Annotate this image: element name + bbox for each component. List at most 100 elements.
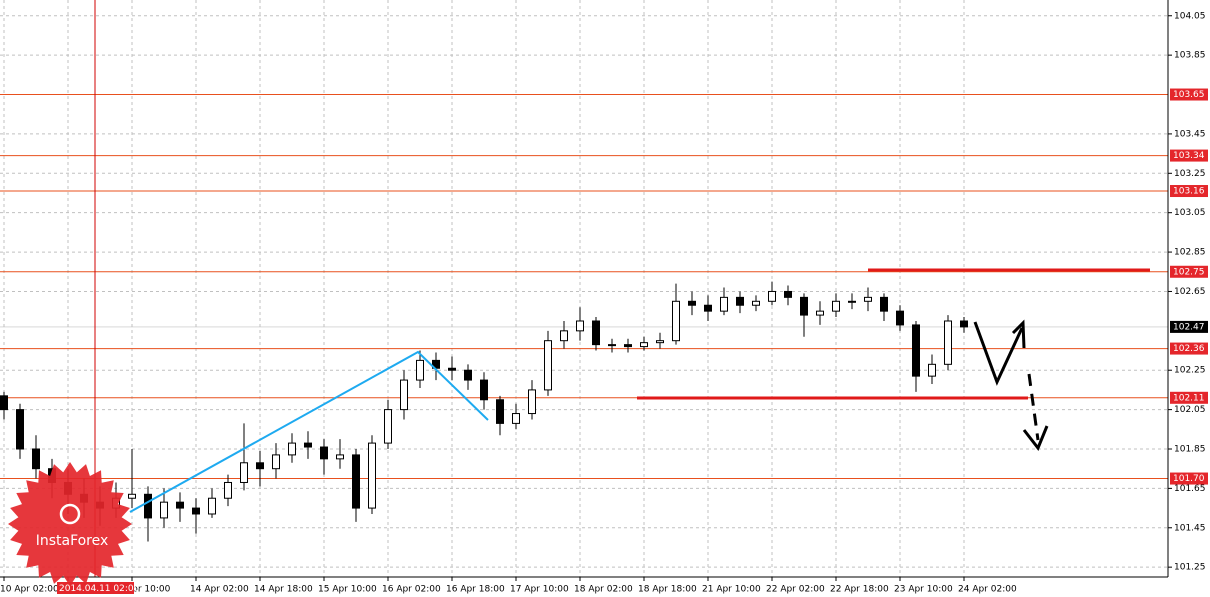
candle-body (320, 446, 328, 460)
x-tick-label: 10 Apr 02:00 (0, 585, 59, 595)
level-label: 103.16 (1173, 187, 1205, 197)
candle-body (912, 324, 920, 377)
x-tick-label: 23 Apr 10:00 (894, 585, 953, 595)
watermark-text: InstaForex (36, 533, 109, 549)
grid-layer (0, 0, 1168, 577)
candle-body (272, 454, 280, 470)
candle-body (528, 389, 536, 415)
x-tick-label: Apr 10:00 (126, 585, 171, 595)
y-tick-label: 101.45 (1174, 523, 1206, 533)
candle-body (448, 367, 456, 371)
candle-body (816, 310, 824, 316)
y-tick-label: 101.25 (1174, 563, 1206, 573)
y-tick-label: 104.05 (1174, 11, 1206, 21)
axis-layer: 101.25 101.45 101.65 101.85 102.05 102.25 102.… (0, 11, 1208, 595)
level-label-box (1170, 88, 1208, 101)
drawings (94, 0, 1150, 577)
candle-body (288, 442, 296, 456)
candle-body (240, 462, 248, 483)
candle-body (16, 409, 24, 450)
x-tick-label: 14 Apr 18:00 (254, 585, 313, 595)
candle-body (560, 330, 568, 342)
candle-body (496, 399, 504, 424)
current-price-box (1170, 320, 1208, 333)
x-tick-label: 22 Apr 18:00 (830, 585, 889, 595)
candle-body (832, 300, 840, 312)
level-label: 102.11 (1173, 393, 1205, 403)
candle-body (384, 409, 392, 444)
candle-body (752, 300, 760, 306)
level-label: 101.70 (1173, 474, 1205, 484)
y-tick-label: 102.05 (1174, 405, 1206, 415)
y-tick-label: 102.85 (1174, 248, 1206, 258)
candle-body (848, 300, 856, 303)
candle-body (576, 320, 584, 332)
x-tick-label: 14 Apr 02:00 (190, 585, 249, 595)
x-tick-label: 22 Apr 02:00 (766, 585, 825, 595)
candle-body (768, 290, 776, 302)
candle-body (352, 454, 360, 509)
x-tick-label: 16 Apr 02:00 (382, 585, 441, 595)
candle-body (208, 497, 216, 515)
candle-body (688, 300, 696, 306)
level-label: 102.36 (1173, 344, 1205, 354)
candle-body (464, 369, 472, 381)
y-tick-label: 103.85 (1174, 51, 1206, 61)
candle-body (720, 296, 728, 312)
candle-body (416, 359, 424, 381)
candle-body (800, 296, 808, 316)
y-tick-label: 102.25 (1174, 366, 1206, 376)
y-tick-label: 102.65 (1174, 287, 1206, 297)
candle-body (544, 340, 552, 391)
crosshair-label: 2014.04.11 02:00 (59, 584, 140, 594)
candle-body (32, 448, 40, 470)
logo-icon (59, 503, 81, 525)
level-label-box (1170, 391, 1208, 404)
candle-body (512, 413, 520, 424)
candle-body (640, 342, 648, 348)
candle-body (256, 462, 264, 470)
forecast-arrow (973, 321, 1024, 386)
level-label-box (1170, 149, 1208, 162)
y-tick-label: 101.65 (1174, 484, 1206, 494)
level-label-box (1170, 265, 1208, 278)
arrow-head (1022, 425, 1049, 451)
candle-body (784, 290, 792, 298)
level-label-box (1170, 342, 1208, 355)
current-price-label: 102.47 (1173, 322, 1205, 332)
candle-body (608, 344, 616, 347)
x-tick-label: 24 Apr 02:00 (958, 585, 1017, 595)
candle-body (736, 296, 744, 306)
level-layer (0, 94, 1168, 480)
candle-body (896, 310, 904, 326)
candle-body (656, 340, 664, 344)
level-label-box (1170, 472, 1208, 485)
candle-body (592, 320, 600, 346)
watermark-logo: InstaForex (8, 462, 132, 586)
candle-body (880, 296, 888, 312)
x-tick-label: 18 Apr 18:00 (638, 585, 697, 595)
y-tick-label: 103.25 (1174, 169, 1206, 179)
candle-body (0, 395, 8, 411)
candle-body (400, 379, 408, 411)
y-tick-label: 101.85 (1174, 444, 1206, 454)
forecast-arrow (1027, 373, 1040, 441)
trend-line (129, 350, 489, 513)
candle-body (144, 493, 152, 519)
candle-layer (0, 281, 968, 542)
x-tick-label: 18 Apr 02:00 (574, 585, 633, 595)
candle-body (192, 507, 200, 515)
y-tick-label: 103.45 (1174, 129, 1206, 139)
candle-body (624, 344, 632, 348)
candle-body (128, 493, 136, 499)
x-tick-label: 17 Apr 10:00 (510, 585, 569, 595)
candle-body (928, 363, 936, 377)
level-label: 103.34 (1173, 151, 1205, 161)
x-tick-label: 15 Apr 10:00 (318, 585, 377, 595)
candle-body (368, 442, 376, 509)
x-tick-label: 21 Apr 10:00 (702, 585, 761, 595)
x-tick-label: 16 Apr 18:00 (446, 585, 505, 595)
crosshair-label-box (57, 582, 134, 594)
candle-body (160, 501, 168, 519)
